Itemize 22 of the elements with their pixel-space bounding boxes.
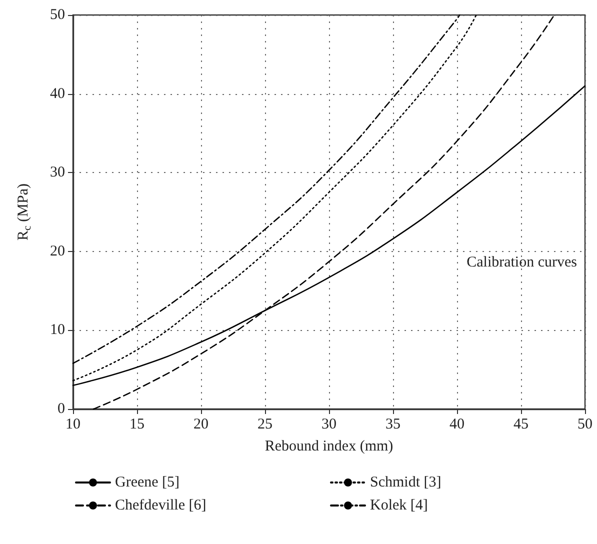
x-tick-label: 45	[514, 416, 528, 432]
y-axis-title: Rc (MPa)	[16, 184, 34, 240]
x-tick-label: 30	[322, 416, 336, 432]
x-tick-label: 15	[130, 416, 144, 432]
y-tick-label: 0	[58, 401, 65, 417]
legend-label: Chefdeville [6]	[115, 498, 206, 514]
x-tick-label: 10	[66, 416, 80, 432]
annotation: Calibration curves	[466, 254, 578, 270]
x-tick-label: 35	[386, 416, 400, 432]
y-tick-label: 10	[50, 322, 65, 338]
legend-label: Kolek [4]	[370, 498, 428, 514]
x-tick-label: 20	[194, 416, 208, 432]
x-axis-title: Rebound index (mm)	[264, 438, 394, 454]
y-tick-label: 20	[50, 243, 65, 260]
legend-label: Schmidt [3]	[370, 474, 442, 490]
x-tick-label: 40	[450, 416, 464, 432]
y-tick-label: 40	[50, 86, 65, 102]
x-tick-label: 50	[578, 416, 592, 432]
y-tick-label: 50	[50, 7, 65, 23]
legend-label: Greene [5]	[115, 474, 180, 490]
y-tick-label: 30	[50, 164, 65, 181]
x-tick-label: 25	[258, 416, 272, 432]
